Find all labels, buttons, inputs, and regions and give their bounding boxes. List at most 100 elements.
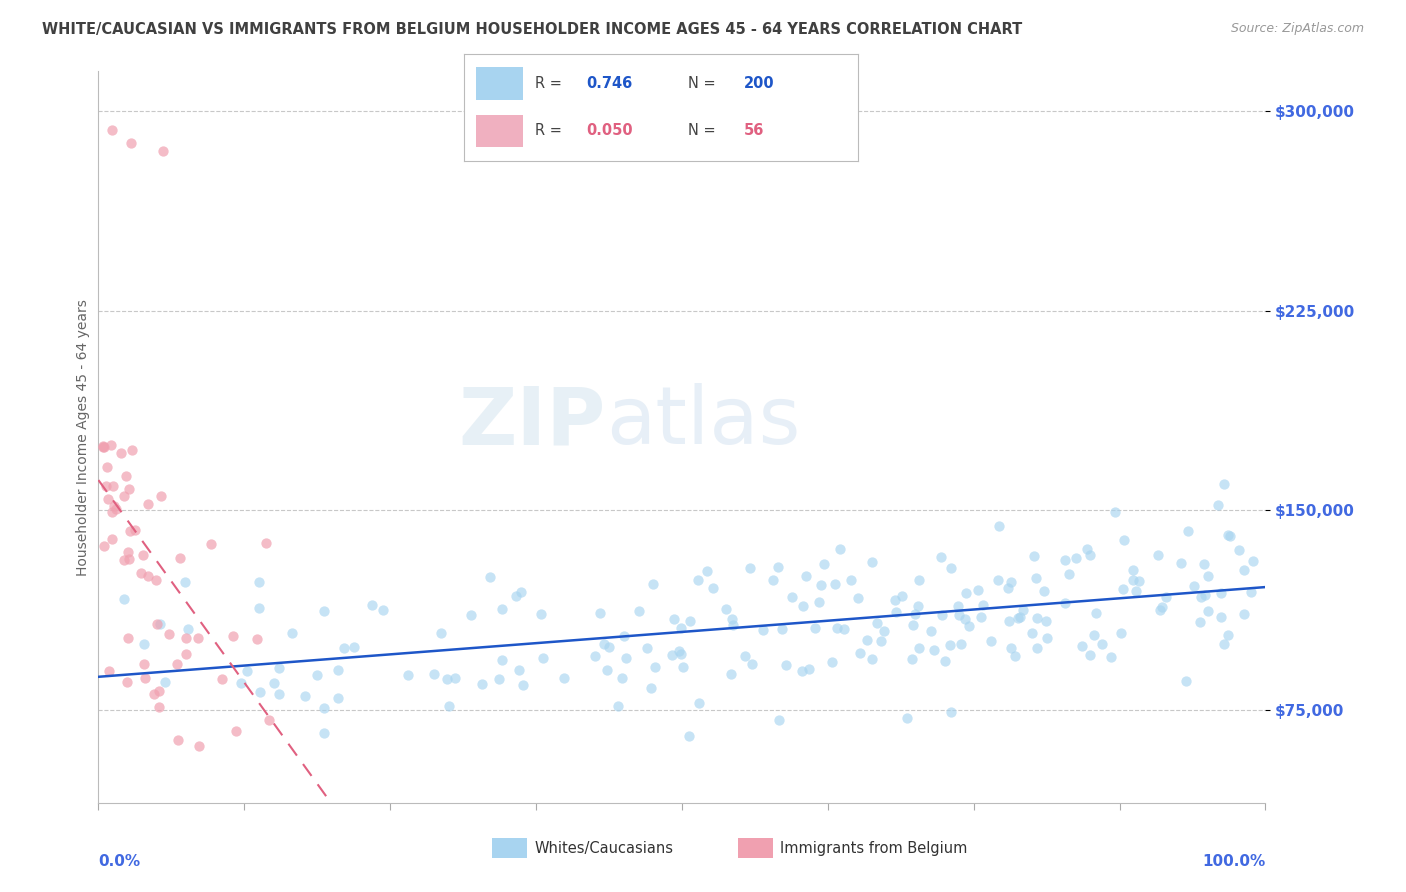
Point [686, 573, 709, 587]
Point [247, 600, 270, 615]
Point [1170, 557, 1192, 571]
Point [1024, 549, 1046, 563]
Point [225, 724, 247, 739]
Point [664, 613, 686, 627]
Point [920, 624, 942, 638]
Point [908, 573, 931, 587]
Point [254, 536, 277, 550]
Bar [475, 114, 523, 146]
Point [1206, 498, 1229, 512]
Point [247, 575, 270, 590]
Point [138, 497, 160, 511]
Point [267, 661, 290, 675]
Point [134, 657, 156, 671]
Point [91, 439, 114, 453]
Point [1192, 558, 1215, 572]
Point [1025, 571, 1047, 585]
Point [1026, 641, 1049, 656]
Point [1213, 476, 1236, 491]
Point [613, 629, 636, 643]
Point [884, 593, 907, 607]
Point [782, 591, 804, 605]
Point [860, 555, 883, 569]
Point [149, 617, 172, 632]
Point [93, 441, 115, 455]
Point [636, 640, 658, 655]
Point [627, 604, 650, 618]
Point [124, 523, 146, 537]
Point [794, 569, 817, 583]
Point [1189, 590, 1212, 604]
Point [177, 622, 200, 636]
Point [132, 548, 155, 562]
Point [821, 655, 844, 669]
Point [856, 632, 879, 647]
Point [120, 136, 142, 151]
Point [166, 733, 188, 747]
Point [734, 649, 756, 664]
Point [1213, 637, 1236, 651]
Point [512, 678, 534, 692]
Text: 0.746: 0.746 [586, 76, 633, 91]
Point [143, 687, 166, 701]
Point [229, 676, 252, 690]
Point [1194, 588, 1216, 602]
Point [478, 569, 501, 583]
Point [669, 621, 692, 635]
Point [846, 591, 869, 605]
Point [112, 553, 135, 567]
Text: Source: ZipAtlas.com: Source: ZipAtlas.com [1230, 22, 1364, 36]
Point [188, 739, 211, 753]
Point [312, 604, 335, 618]
Point [134, 671, 156, 685]
Point [768, 713, 790, 727]
Point [1099, 649, 1122, 664]
Point [294, 689, 316, 703]
Point [103, 499, 125, 513]
Point [129, 566, 152, 581]
Point [505, 589, 527, 603]
Point [1007, 611, 1029, 625]
Text: Immigrants from Belgium: Immigrants from Belgium [780, 841, 967, 855]
Point [1211, 609, 1233, 624]
Point [471, 677, 494, 691]
Point [596, 663, 619, 677]
Point [1021, 626, 1043, 640]
Point [101, 505, 124, 519]
Point [792, 664, 814, 678]
Point [1241, 554, 1264, 568]
Point [593, 636, 616, 650]
Text: 200: 200 [744, 76, 775, 91]
Point [804, 621, 827, 635]
Point [1078, 648, 1101, 662]
Text: ZIP: ZIP [458, 384, 606, 461]
Point [117, 545, 139, 559]
Point [110, 446, 132, 460]
Point [430, 626, 453, 640]
Point [890, 589, 912, 603]
Point [1233, 607, 1256, 621]
Point [326, 690, 349, 705]
Point [1104, 505, 1126, 519]
Point [153, 675, 176, 690]
Point [957, 619, 980, 633]
Point [222, 628, 245, 642]
Point [828, 541, 851, 556]
Point [1240, 584, 1263, 599]
Point [929, 549, 952, 564]
Point [146, 617, 169, 632]
Point [101, 532, 124, 546]
Point [1109, 626, 1132, 640]
Point [752, 623, 775, 637]
Point [702, 581, 724, 595]
Point [326, 663, 349, 677]
Point [1216, 627, 1239, 641]
Point [589, 607, 612, 621]
Point [115, 674, 138, 689]
Point [644, 660, 666, 674]
Point [157, 627, 180, 641]
Point [118, 552, 141, 566]
Point [1122, 573, 1144, 587]
Point [980, 634, 1002, 648]
Point [169, 551, 191, 566]
